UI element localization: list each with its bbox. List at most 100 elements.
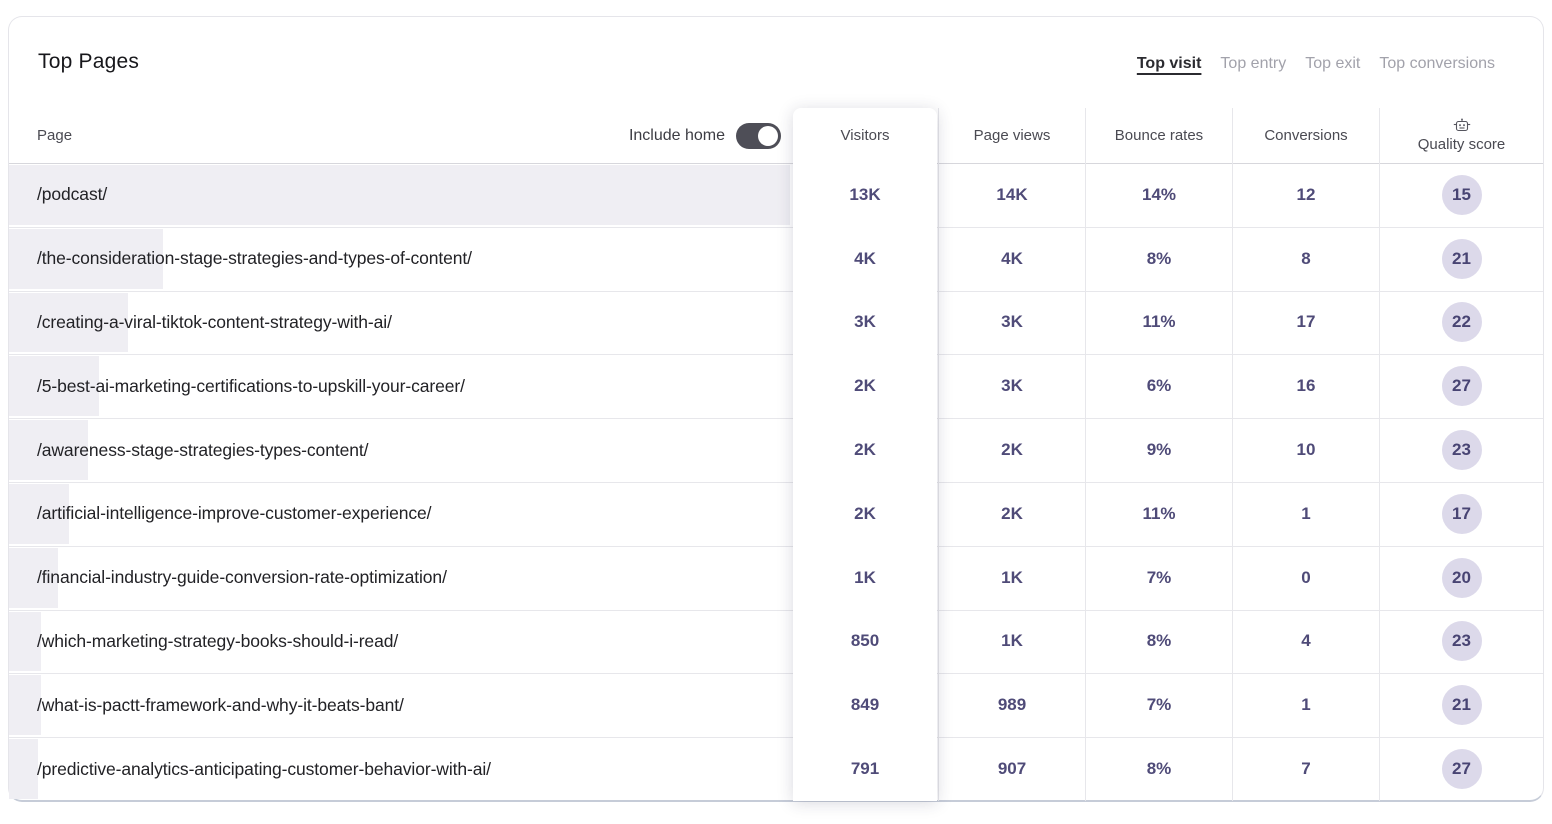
row-divider: [9, 290, 1543, 292]
column-header-visitors: Visitors: [840, 127, 890, 144]
row-divider: [9, 418, 1543, 420]
card-title-row: Top Pages Top visit Top entry Top exit Top …: [9, 17, 1543, 108]
include-home-label: Include home: [628, 126, 725, 144]
bounce-rate-value: 11%: [1142, 503, 1176, 523]
visitors-bar: [9, 228, 163, 289]
visitors-bar: [9, 356, 99, 417]
visitors-bar: [9, 611, 42, 672]
quality-score-badge: 20: [1441, 557, 1482, 598]
page-path: /creating-a-viral-tiktok-content-strateg…: [37, 311, 392, 332]
top-pages-card: Top Pages Top visit Top entry Top exit Top …: [8, 16, 1544, 802]
visitors-value: 3K: [854, 312, 876, 332]
bounce-rate-value: 7%: [1146, 695, 1172, 715]
page-rows: /podcast/ /the-consideration-stage-strate…: [9, 163, 790, 801]
column-header-quality-score-label: Quality score: [1417, 135, 1506, 153]
visitors-bar: [9, 739, 38, 799]
quality-score-badge: 15: [1441, 174, 1482, 215]
row-divider: [9, 545, 1543, 547]
quality-score-badge: 23: [1441, 621, 1482, 662]
quality-score-cell: 15: [1380, 163, 1543, 227]
visitors-value: 849: [850, 695, 880, 715]
page-views-value: 2K: [1001, 440, 1023, 460]
page-views-value: 4K: [1001, 248, 1023, 268]
bounce-rate-value: 11%: [1142, 312, 1176, 332]
visitors-value: 2K: [854, 503, 876, 523]
row-divider: [9, 737, 1543, 739]
conversions-value: 12: [1296, 184, 1316, 204]
bounce-rate-value: 9%: [1146, 440, 1172, 460]
quality-score-cell: 22: [1380, 291, 1543, 355]
visitors-value: 2K: [854, 440, 876, 460]
view-tabs: Top visit Top entry Top exit Top conversion…: [1137, 55, 1495, 73]
conversions-value: 1: [1301, 695, 1311, 715]
table-row[interactable]: /predictive-analytics-anticipating-custo…: [9, 737, 790, 801]
quality-score-cell: 27: [1380, 354, 1543, 418]
quality-score-badge: 17: [1441, 493, 1482, 534]
column-header-bounce-rates: Bounce rates: [1114, 126, 1204, 144]
visitors-value: 2K: [854, 376, 876, 396]
page-title: Top Pages: [38, 50, 140, 73]
quality-score-badge: 22: [1441, 302, 1482, 343]
tab-top-exit[interactable]: Top exit: [1305, 55, 1361, 72]
include-home-control: Include home: [629, 108, 781, 163]
conversions-value: 7: [1301, 759, 1311, 779]
conversions-value: 4: [1301, 631, 1311, 651]
page-path: /5-best-ai-marketing-certifications-to-u…: [37, 375, 465, 396]
column-conversions: Conversions 12 8 17 16 10 1 0 4 1 7: [1232, 108, 1379, 801]
page-path: /artificial-intelligence-improve-custome…: [37, 503, 432, 524]
table-row[interactable]: /artificial-intelligence-improve-custome…: [9, 482, 790, 546]
tab-top-visit[interactable]: Top visit: [1136, 55, 1202, 72]
page-path: /what-is-pactt-framework-and-why-it-beat…: [37, 694, 404, 715]
quality-score-badge: 27: [1441, 749, 1482, 790]
tab-top-conversions[interactable]: Top conversions: [1379, 55, 1495, 72]
visitors-bar: [9, 483, 70, 544]
robot-icon: [1453, 118, 1470, 131]
visitors-column-card: Visitors 13K 4K 3K 2K 2K 2K 1K 850 849 791: [793, 108, 937, 801]
conversions-value: 8: [1301, 248, 1311, 268]
table-row[interactable]: /what-is-pactt-framework-and-why-it-beat…: [9, 673, 790, 737]
page-views-value: 2K: [1001, 503, 1023, 523]
conversions-value: 0: [1301, 567, 1311, 587]
page-views-value: 989: [997, 695, 1027, 715]
quality-score-cell: 17: [1380, 482, 1543, 546]
table-row[interactable]: /financial-industry-guide-conversion-rat…: [9, 546, 790, 610]
table-row[interactable]: /awareness-stage-strategies-types-conten…: [9, 418, 790, 482]
conversions-value: 1: [1301, 503, 1311, 523]
toggle-knob: [758, 125, 778, 146]
bounce-rate-value: 8%: [1146, 759, 1172, 779]
bounce-rate-value: 7%: [1146, 567, 1172, 587]
column-quality-score: Quality score 15 21 22 27 23 17 20 23 21 27: [1379, 108, 1543, 801]
page-views-value: 14K: [996, 184, 1028, 204]
row-divider: [9, 354, 1543, 356]
quality-score-cell: 21: [1380, 673, 1543, 737]
visitors-bar: [9, 420, 88, 480]
quality-score-badge: 21: [1441, 685, 1482, 726]
page-path: /podcast/: [37, 184, 108, 205]
include-home-toggle[interactable]: [736, 122, 781, 149]
table-row[interactable]: /podcast/: [9, 163, 790, 227]
column-bounce-rates: Bounce rates 14% 8% 11% 6% 9% 11% 7% 8% 7% 8%: [1085, 108, 1232, 801]
page-path: /which-marketing-strategy-books-should-i…: [37, 630, 399, 651]
row-divider: [9, 609, 1543, 611]
row-divider: [9, 482, 1543, 483]
column-header-conversions: Conversions: [1264, 126, 1348, 144]
page-path: /the-consideration-stage-strategies-and-…: [37, 248, 472, 269]
quality-score-cell: 21: [1380, 227, 1543, 291]
visitors-bar: [9, 675, 42, 736]
bounce-rate-value: 8%: [1146, 248, 1172, 268]
visitors-value: 4K: [854, 248, 876, 268]
column-header-quality-score: Quality score: [1380, 108, 1543, 163]
column-header-page-views: Page views: [973, 126, 1051, 144]
column-page-views: Page views 14K 4K 3K 3K 2K 2K 1K 1K 989 907: [938, 108, 1085, 801]
visitors-value: 13K: [849, 184, 881, 204]
conversions-value: 17: [1296, 312, 1316, 332]
table-row[interactable]: /creating-a-viral-tiktok-content-strateg…: [9, 291, 790, 355]
tab-top-entry[interactable]: Top entry: [1220, 55, 1287, 72]
table-row[interactable]: /5-best-ai-marketing-certifications-to-u…: [9, 354, 790, 418]
header-divider: [9, 163, 1543, 164]
row-divider: [9, 673, 1543, 675]
table-row[interactable]: /the-consideration-stage-strategies-and-…: [9, 227, 790, 291]
table-row[interactable]: /which-marketing-strategy-books-should-i…: [9, 610, 790, 674]
column-header-page: Page: [37, 127, 73, 144]
quality-score-badge: 21: [1441, 238, 1482, 279]
